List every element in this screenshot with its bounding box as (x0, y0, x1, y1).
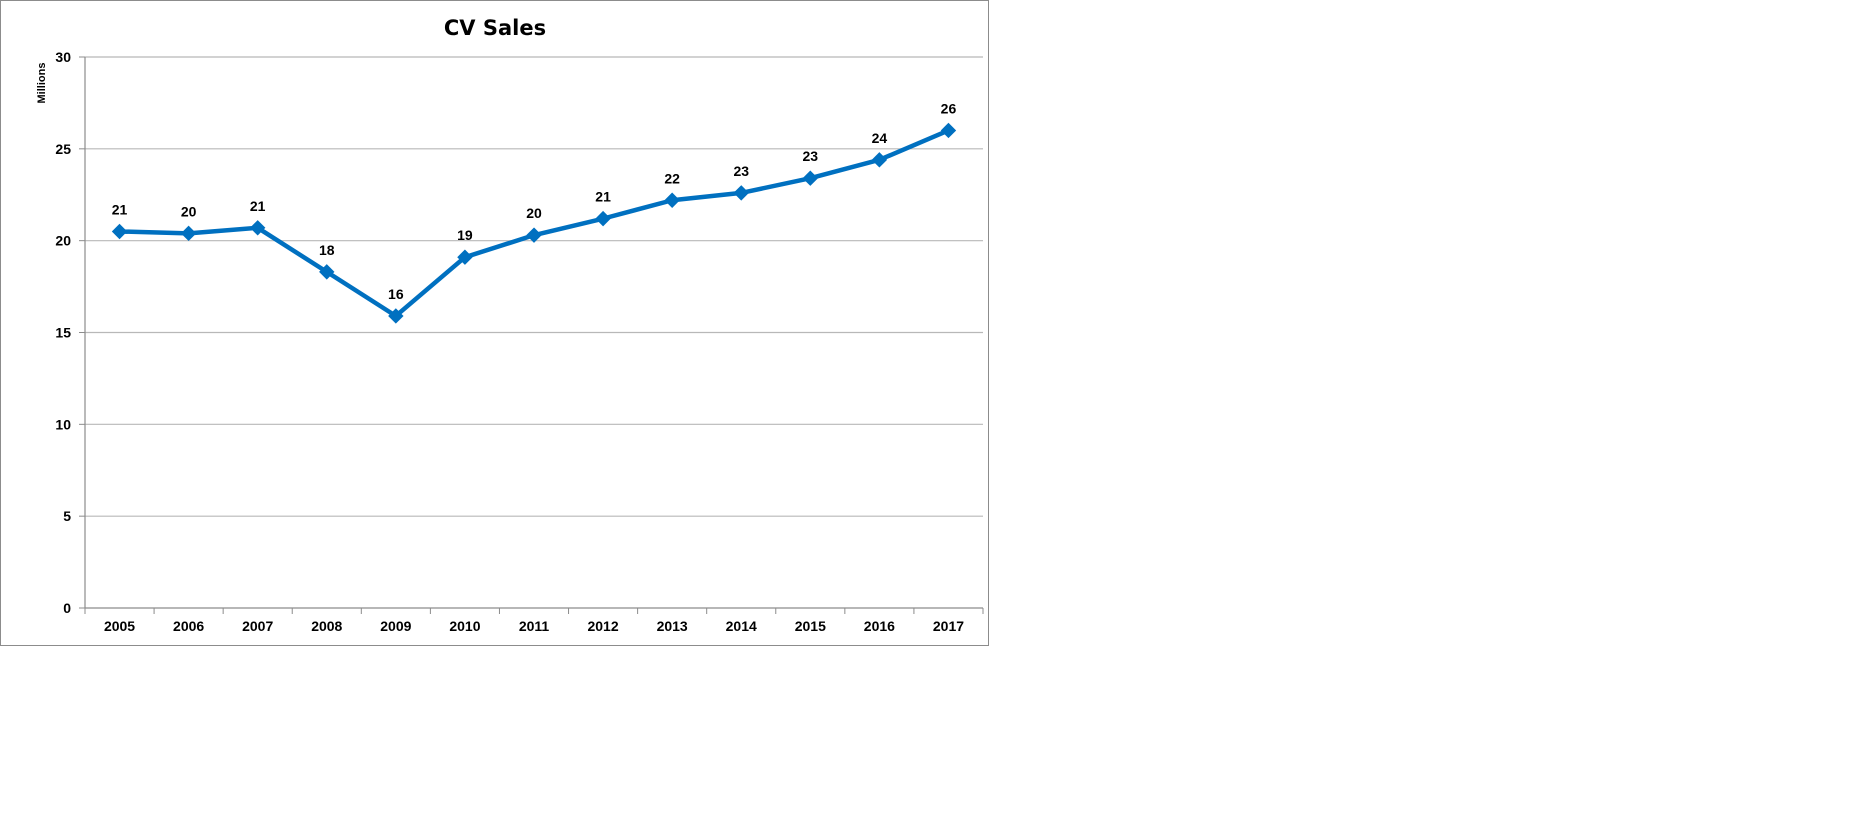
chart-title: CV Sales (444, 16, 546, 40)
data-point-marker (111, 223, 128, 240)
gridlines (85, 56, 983, 517)
series-line (119, 128, 950, 319)
data-point-marker (319, 264, 335, 280)
line-chart: CV Sales Millions 0 5 10 15 20 25 30 2005 2006 20… (36, 16, 984, 634)
data-point-marker (249, 220, 266, 236)
x-tick-label: 2013 (657, 618, 688, 634)
x-tick-label: 2006 (173, 618, 204, 634)
data-label: 23 (733, 163, 749, 179)
data-label: 18 (319, 242, 335, 258)
x-tick-label: 2007 (242, 618, 273, 634)
data-point-marker (871, 152, 888, 168)
y-tick-label: 25 (55, 141, 71, 157)
x-tick-label: 2015 (795, 618, 826, 634)
data-point-marker (664, 192, 680, 208)
data-label: 24 (872, 130, 888, 146)
chart-frame: CV Sales Millions 0 5 10 15 20 25 30 2005 2006 20… (0, 0, 989, 646)
y-tick-label: 0 (63, 600, 71, 616)
data-label: 26 (941, 100, 957, 116)
x-tick-label: 2009 (380, 618, 411, 634)
data-label: 20 (526, 205, 542, 221)
y-tick-label: 20 (55, 233, 71, 249)
data-label: 21 (112, 201, 128, 217)
series-line-group (111, 122, 957, 324)
y-tick-label: 10 (55, 416, 71, 432)
data-point-marker (180, 225, 197, 242)
x-tick-label: 2005 (104, 618, 135, 634)
data-label: 19 (457, 227, 473, 243)
data-label: 22 (664, 170, 680, 186)
x-tick-label: 2011 (519, 618, 550, 634)
y-tick-label: 5 (63, 508, 71, 524)
data-label: 23 (803, 148, 819, 164)
data-point-marker (595, 210, 611, 227)
x-tick-label: 2008 (311, 618, 342, 634)
x-tick-label: 2017 (933, 618, 964, 634)
data-point-marker (457, 249, 473, 265)
data-point-marker (526, 227, 542, 243)
data-point-marker (940, 122, 957, 139)
data-labels: 21 20 21 18 16 19 20 21 22 23 23 24 26 (112, 100, 957, 302)
x-tick-label: 2010 (449, 618, 480, 634)
data-point-marker (802, 170, 819, 186)
y-axis-label: Millions (36, 63, 48, 104)
data-point-marker (733, 185, 749, 201)
data-label: 21 (250, 198, 266, 214)
data-label: 20 (181, 203, 197, 219)
y-tick-label: 15 (55, 325, 71, 341)
data-point-marker (388, 308, 404, 324)
y-tick-label: 30 (55, 49, 71, 65)
x-tick-label: 2014 (726, 618, 757, 634)
axes: 0 5 10 15 20 25 30 2005 2006 2007 2008 2009 2010 2011… (55, 49, 984, 634)
x-tick-label: 2012 (587, 618, 618, 634)
data-label: 16 (388, 286, 404, 302)
data-label: 21 (595, 189, 611, 205)
x-tick-label: 2016 (864, 618, 895, 634)
